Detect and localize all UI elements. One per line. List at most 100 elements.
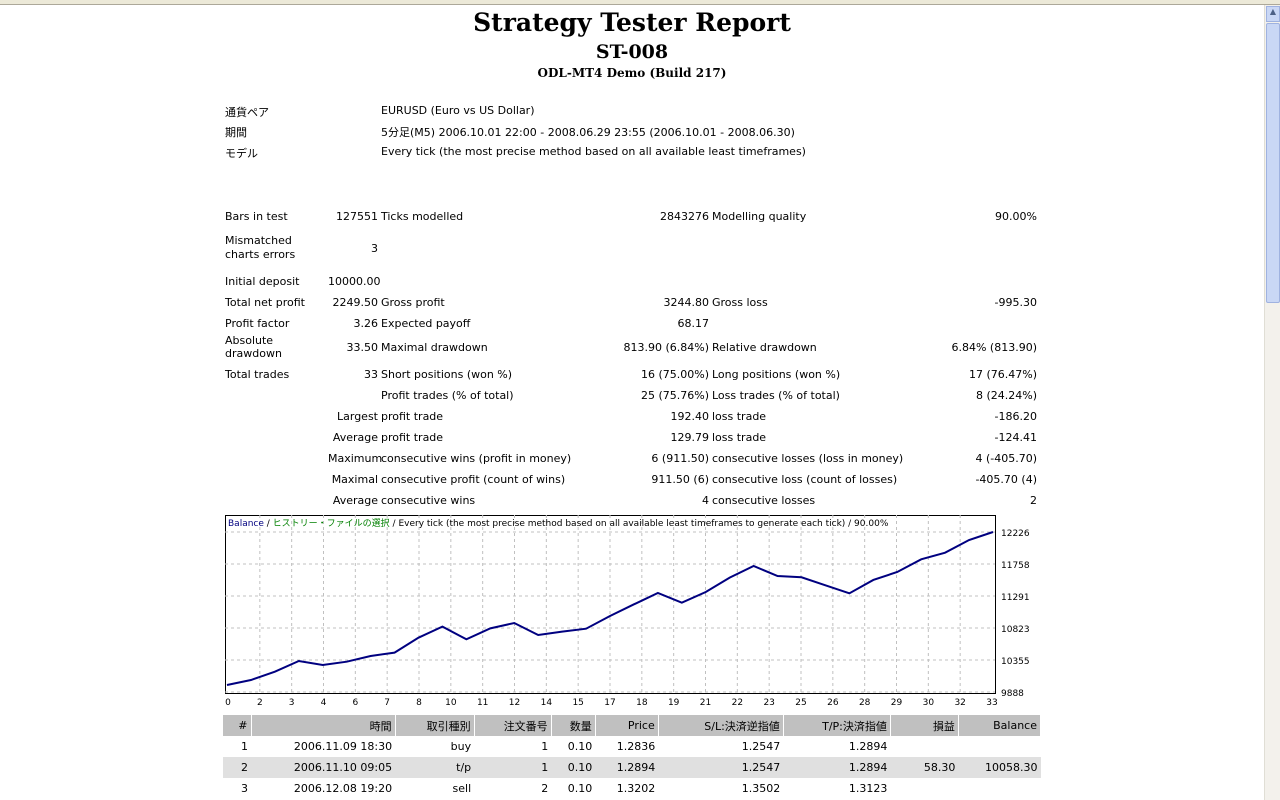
- stat-cell: 813.90 (6.84%): [623, 340, 709, 354]
- stats-row: Average profit trade 129.79 loss trade -124.…: [225, 427, 1037, 448]
- x-tick-label: 0: [225, 698, 231, 708]
- x-tick-label: 22: [732, 698, 743, 708]
- stat-cell: 33.50: [346, 340, 379, 354]
- x-tick-label: 2: [257, 698, 263, 708]
- stat-cell: Mismatched charts errors: [225, 234, 296, 261]
- stats-row: Total trades 33 Short positions (won %) 16 …: [225, 364, 1037, 385]
- stat-cell: consecutive wins: [381, 494, 476, 507]
- stat-cell: Modelling quality: [712, 210, 807, 223]
- stat-cell: 2249.50: [332, 296, 379, 309]
- y-tick-label: 11291: [1001, 593, 1030, 603]
- stat-cell: 3244.80: [663, 296, 710, 309]
- x-tick-label: 30: [923, 698, 935, 708]
- stat-cell: Total net profit: [225, 296, 305, 309]
- info-label: モデル: [225, 147, 258, 160]
- stat-cell: 4: [702, 494, 709, 507]
- table-cell: 1: [541, 740, 549, 753]
- stat-cell: Maximal: [331, 473, 378, 486]
- y-tick-label: 9888: [1001, 689, 1024, 699]
- stat-cell: Expected payoff: [381, 317, 471, 330]
- stat-cell: 127551: [336, 210, 378, 223]
- info-label: 期間: [225, 126, 247, 139]
- stat-cell: Average: [332, 431, 378, 444]
- x-tick-label: 29: [891, 698, 903, 708]
- table-cell: 1.3123: [848, 782, 888, 795]
- table-cell: 3: [241, 782, 249, 795]
- stats-row: Maximal consecutive profit (count of wins…: [225, 469, 1037, 490]
- stat-cell: -995.30: [994, 296, 1037, 309]
- table-cell: t/p: [395, 757, 475, 778]
- stat-cell: 129.79: [670, 431, 710, 444]
- column-header: Price: [595, 715, 659, 736]
- stat-cell: Profit trades (% of total): [381, 389, 514, 402]
- table-cell: sell: [452, 782, 472, 795]
- table-cell: buy: [450, 740, 472, 753]
- column-header: 注文番号: [474, 715, 552, 736]
- table-header: # 時間 取引種別 注文番号 数量 Price S/L:決済逆指値 T/P:決済指値 損益 Bal…: [223, 715, 1042, 736]
- stats-row: Maximum consecutive wins (profit in money…: [225, 448, 1037, 469]
- stats-row: Largest profit trade 192.40 loss trade -186.…: [225, 406, 1037, 427]
- y-tick-label: 10823: [1001, 625, 1030, 635]
- table-cell: 2006.11.09 18:30: [293, 740, 393, 753]
- stat-cell: 3: [371, 241, 378, 255]
- report-subtitle: ST-008: [595, 41, 669, 63]
- table-cell: 0.10: [567, 782, 593, 795]
- trades-table: # 時間 取引種別 注文番号 数量 Price S/L:決済逆指値 T/P:決済指値 損益 Bal…: [223, 715, 1042, 799]
- stat-cell: -124.41: [994, 431, 1037, 444]
- table-cell: 1: [241, 740, 249, 753]
- report-title: Strategy Tester Report: [473, 8, 791, 37]
- stat-cell: Initial deposit: [225, 275, 300, 288]
- x-tick-label: 3: [289, 698, 295, 708]
- info-value: EURUSD (Euro vs US Dollar): [381, 104, 535, 117]
- table-cell: 1.2894: [848, 740, 888, 753]
- stats-row: Profit trades (% of total) 25 (75.76%) Los…: [225, 385, 1037, 406]
- table-cell: 2006.12.08 19:20: [293, 782, 393, 795]
- legend-balance: Balance: [228, 519, 264, 529]
- stat-cell: 2843276: [660, 210, 709, 223]
- stat-cell: Profit factor: [225, 317, 290, 330]
- stat-cell: 8 (24.24%): [975, 389, 1037, 402]
- column-header: Balance: [958, 715, 1042, 736]
- stat-cell: consecutive losses: [712, 494, 816, 507]
- column-header: #: [223, 715, 252, 736]
- table-row: 2 2006.11.10 09:05 t/p 1 0.10 1.2894 1.2547 1.2…: [223, 757, 1041, 778]
- chart-legend: Balance / ヒストリー・ファイルの選択 / Every tick (th…: [228, 517, 889, 529]
- vertical-scrollbar[interactable]: ▲: [1264, 5, 1280, 800]
- table-cell: 10058.30: [958, 757, 1041, 778]
- stat-cell: Largest: [337, 410, 378, 423]
- column-header: T/P:決済指値: [783, 715, 891, 736]
- x-tick-label: 11: [477, 698, 488, 708]
- stat-cell: 10000.00: [328, 275, 381, 288]
- table-cell: 0.10: [567, 740, 593, 753]
- x-tick-label: 33: [986, 698, 997, 708]
- y-tick-label: 11758: [1001, 561, 1030, 571]
- x-tick-label: 14: [541, 698, 553, 708]
- stat-cell: Absolute drawdown: [225, 334, 282, 360]
- stat-cell: Average: [332, 494, 378, 507]
- table-cell: [890, 736, 958, 757]
- stat-cell: Ticks modelled: [381, 210, 464, 223]
- stat-cell: 16 (75.00%): [640, 368, 709, 381]
- stat-cell: 6 (911.50): [651, 452, 709, 465]
- x-tick-label: 18: [636, 698, 648, 708]
- column-header: 数量: [551, 715, 596, 736]
- stat-cell: Short positions (won %): [381, 368, 513, 381]
- legend-model: Every tick (the most precise method base…: [398, 519, 888, 529]
- stat-cell: 90.00%: [995, 210, 1037, 223]
- table-cell: 0.10: [551, 757, 596, 778]
- x-tick-label: 4: [321, 698, 327, 708]
- scrollbar-thumb[interactable]: [1266, 23, 1280, 303]
- stat-cell: 17 (76.47%): [968, 368, 1037, 381]
- stat-cell: Gross profit: [381, 296, 445, 309]
- stat-cell: consecutive loss (count of losses): [712, 473, 898, 486]
- column-header: 損益: [890, 715, 959, 736]
- stat-cell: Maximum: [328, 452, 383, 465]
- legend-sep: /: [390, 519, 399, 529]
- stat-cell: 6.84% (813.90): [951, 340, 1037, 354]
- scroll-up-arrow-icon[interactable]: ▲: [1266, 6, 1280, 22]
- stats-row: Absolute drawdown 33.50 Maximal drawdown 81…: [225, 334, 1037, 360]
- legend-history-link[interactable]: ヒストリー・ファイルの選択: [273, 517, 390, 529]
- stat-cell: consecutive wins (profit in money): [381, 452, 572, 465]
- table-cell: 58.30: [890, 757, 959, 778]
- y-tick-label: 10355: [1001, 657, 1030, 667]
